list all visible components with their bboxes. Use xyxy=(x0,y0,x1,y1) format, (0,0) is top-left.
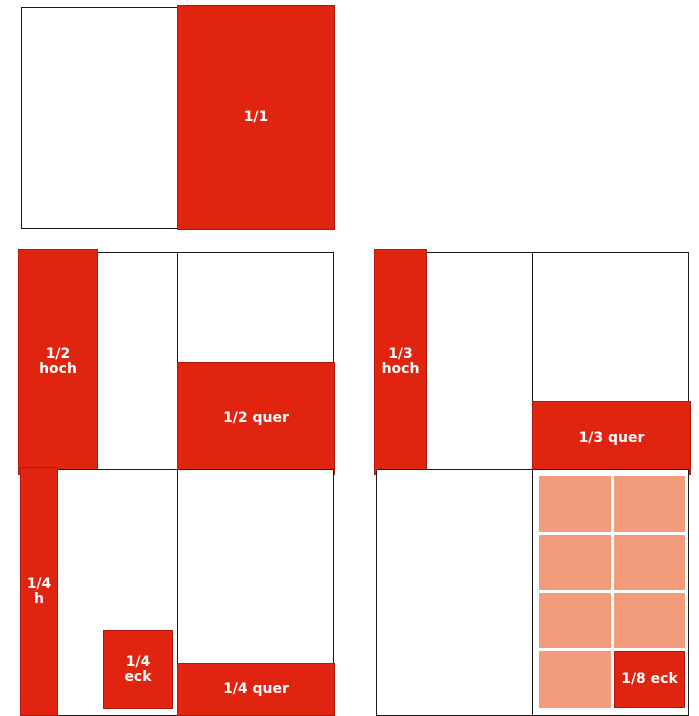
eighth-grid-cell xyxy=(614,476,685,532)
format-label-quarter-quer: 1/4 quer xyxy=(223,681,289,697)
eighth-grid-cell xyxy=(614,535,685,590)
format-label-full: 1/1 xyxy=(243,109,269,125)
format-label-quarter-h-text: h xyxy=(34,590,44,607)
ad-format-quarter-vertical: 1/4 h xyxy=(20,467,58,716)
page-spread-1-left xyxy=(21,7,178,229)
format-label-half-quer: 1/2 quer xyxy=(223,410,289,426)
format-label-eighth-eck: 1/8 eck xyxy=(621,671,678,687)
page-spread-5-left xyxy=(376,469,533,716)
eighth-grid-cell xyxy=(539,593,611,648)
eighth-grid-cell xyxy=(539,535,611,590)
format-label-third-hoch-fraction: 1/3 xyxy=(388,346,413,362)
format-label-quarter-eck-text: eck xyxy=(124,668,152,685)
format-label-third-quer: 1/3 quer xyxy=(578,429,645,446)
ad-format-half-horizontal: 1/2 quer xyxy=(177,362,335,475)
ad-format-quarter-horizontal: 1/4 quer xyxy=(177,663,335,716)
format-label-quarter-eck-fraction: 1/4 xyxy=(125,653,151,670)
eighth-grid-cell xyxy=(539,651,611,708)
ad-format-half-vertical: 1/2 hoch xyxy=(18,249,98,475)
format-label-half-hoch-text: hoch xyxy=(39,361,77,377)
format-label-quarter-h-fraction: 1/4 xyxy=(26,575,52,592)
eighth-grid-cell xyxy=(539,476,611,532)
format-label-half-hoch-fraction: 1/2 xyxy=(45,346,71,362)
eighth-grid-cell xyxy=(614,593,685,648)
ad-format-quarter-corner: 1/4 eck xyxy=(103,630,173,709)
ad-format-third-vertical: 1/3 hoch xyxy=(374,249,427,475)
format-label-third-hoch-text: hoch xyxy=(381,361,420,377)
ad-format-third-horizontal: 1/3 quer xyxy=(532,401,691,475)
ad-format-eighth-corner: 1/8 eck xyxy=(614,651,685,708)
ad-format-full-page: 1/1 xyxy=(177,5,335,230)
